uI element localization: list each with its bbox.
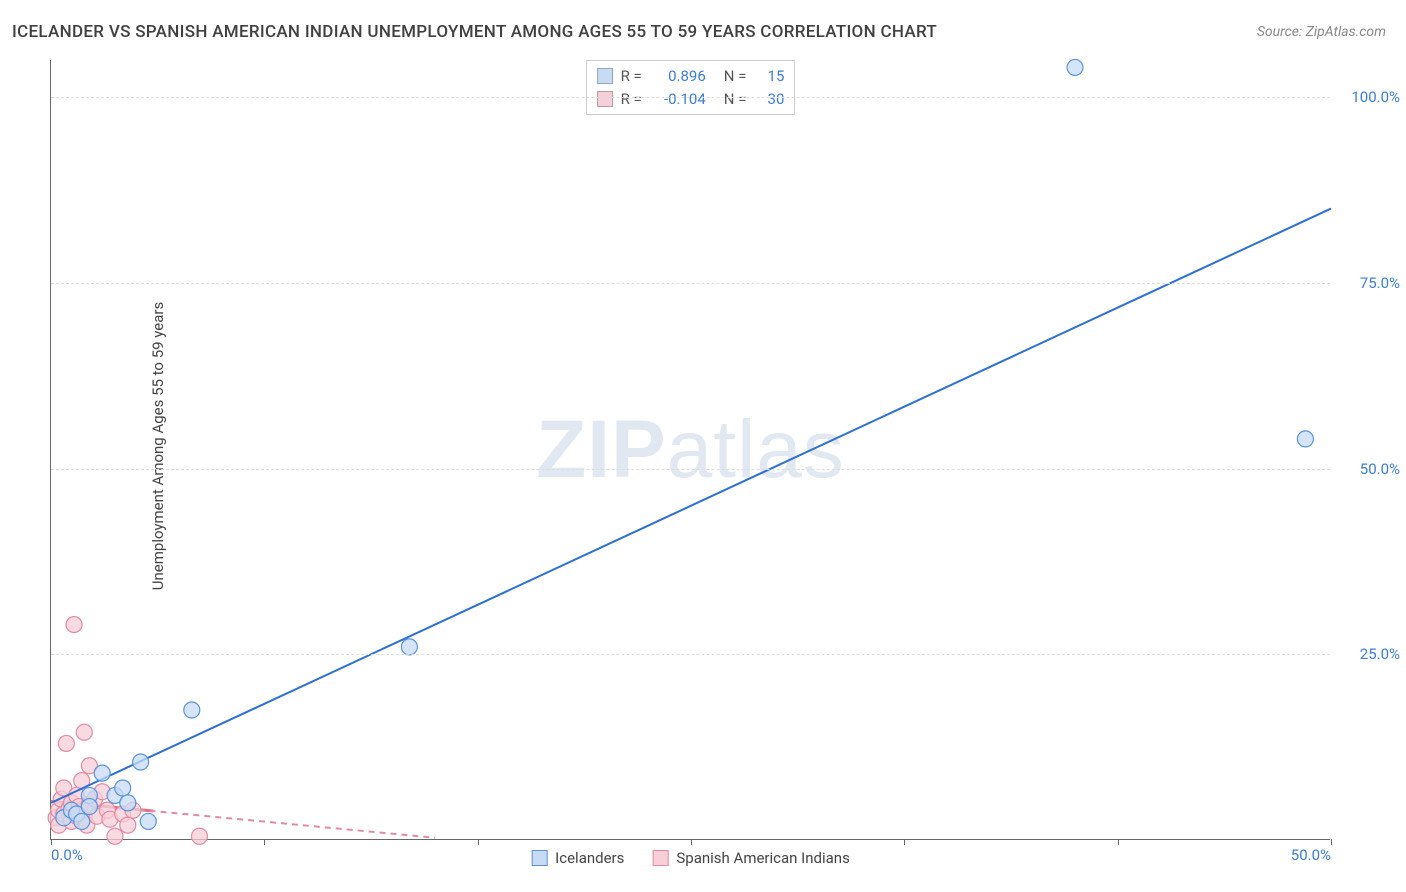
- data-point: [401, 639, 417, 655]
- plot-svg: [51, 60, 1330, 839]
- legend-item-icelanders: Icelanders: [531, 849, 624, 867]
- legend-item-spanish: Spanish American Indians: [652, 849, 849, 867]
- data-point: [94, 765, 110, 781]
- swatch-icelanders-icon: [531, 850, 547, 866]
- gridline: [51, 97, 1330, 98]
- trend-line: [51, 209, 1331, 803]
- data-point: [191, 828, 207, 844]
- x-tick: [51, 839, 52, 845]
- x-tick: [904, 839, 905, 845]
- x-tick: [478, 839, 479, 845]
- data-point: [115, 780, 131, 796]
- gridline: [51, 469, 1330, 470]
- correlation-legend: R = 0.896 N = 15 R = -0.104 N = 30: [586, 60, 796, 115]
- x-tick: [1331, 839, 1332, 845]
- data-point: [74, 813, 90, 829]
- data-point: [140, 813, 156, 829]
- plot-area: ZIPatlas R = 0.896 N = 15 R = -0.104 N =…: [50, 60, 1330, 840]
- x-tick: [1118, 839, 1119, 845]
- data-point: [120, 817, 136, 833]
- data-point: [58, 735, 74, 751]
- y-tick-label: 75.0%: [1340, 274, 1400, 292]
- x-tick: [691, 839, 692, 845]
- x-tick-label: 50.0%: [1291, 846, 1331, 864]
- swatch-spanish: [597, 91, 613, 107]
- source-attribution: Source: ZipAtlas.com: [1257, 24, 1386, 40]
- y-tick-label: 25.0%: [1340, 645, 1400, 663]
- swatch-icelanders: [597, 68, 613, 84]
- data-point: [81, 799, 97, 815]
- data-point: [1297, 431, 1313, 447]
- y-tick-label: 50.0%: [1340, 460, 1400, 478]
- x-tick-label: 0.0%: [51, 846, 83, 864]
- series-legend: Icelanders Spanish American Indians: [531, 849, 850, 867]
- chart-container: ICELANDER VS SPANISH AMERICAN INDIAN UNE…: [0, 0, 1406, 892]
- correlation-row-1: R = 0.896 N = 15: [597, 65, 785, 88]
- chart-title: ICELANDER VS SPANISH AMERICAN INDIAN UNE…: [12, 22, 937, 42]
- gridline: [51, 283, 1330, 284]
- data-point: [1067, 59, 1083, 75]
- y-tick-label: 100.0%: [1340, 88, 1400, 106]
- data-point: [184, 702, 200, 718]
- data-point: [120, 795, 136, 811]
- correlation-row-2: R = -0.104 N = 30: [597, 88, 785, 111]
- gridline: [51, 654, 1330, 655]
- data-point: [76, 724, 92, 740]
- data-point: [66, 617, 82, 633]
- swatch-spanish-icon: [652, 850, 668, 866]
- data-point: [133, 754, 149, 770]
- data-point: [107, 828, 123, 844]
- x-tick: [264, 839, 265, 845]
